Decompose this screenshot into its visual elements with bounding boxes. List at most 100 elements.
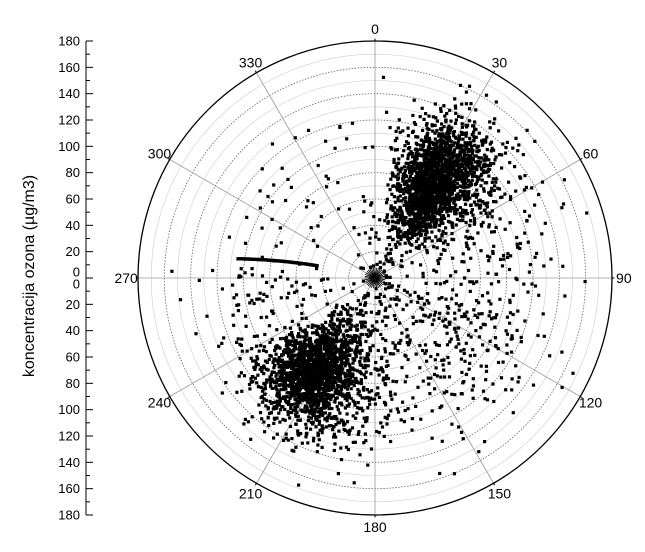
data-point [460, 115, 464, 119]
data-point [300, 441, 304, 445]
data-point [251, 380, 255, 384]
data-point [388, 235, 392, 239]
data-point [321, 339, 325, 343]
data-point [272, 416, 276, 420]
data-point [298, 418, 302, 422]
data-point [341, 383, 345, 387]
data-point [339, 358, 343, 362]
data-point [271, 407, 275, 411]
data-point [363, 146, 367, 150]
data-point [460, 102, 464, 106]
data-point [422, 216, 426, 220]
data-point [370, 227, 374, 231]
data-point [332, 313, 336, 317]
data-point [445, 325, 449, 329]
data-point [454, 158, 458, 162]
data-point [417, 204, 421, 208]
data-point [260, 274, 265, 278]
data-point [338, 125, 342, 129]
data-point [410, 228, 414, 232]
data-point [405, 222, 409, 226]
data-point [410, 130, 415, 134]
data-point [434, 343, 439, 347]
data-point [446, 182, 450, 186]
data-point [481, 140, 486, 144]
radial-axis: 0020204040606080801001001201201401401601… [58, 34, 93, 523]
data-point [396, 195, 400, 199]
data-point [300, 356, 304, 360]
data-point [406, 141, 410, 145]
data-point [293, 402, 297, 406]
data-point [326, 416, 330, 420]
data-point [415, 181, 419, 185]
data-point [279, 369, 283, 373]
data-point [333, 368, 337, 372]
data-point [286, 438, 290, 442]
data-point [326, 329, 330, 333]
data-point [498, 217, 502, 221]
data-point [494, 200, 498, 204]
data-point [464, 134, 468, 138]
data-point [330, 341, 334, 346]
data-point [260, 369, 264, 374]
data-point [429, 181, 433, 185]
data-point [434, 149, 438, 153]
data-point [398, 209, 402, 213]
data-point [470, 152, 475, 156]
data-point [373, 327, 377, 331]
data-point [305, 409, 309, 413]
data-point [354, 355, 358, 359]
data-point [481, 343, 485, 347]
data-point [517, 143, 521, 147]
data-point [402, 182, 406, 186]
data-point [435, 156, 439, 160]
data-point [290, 403, 294, 407]
data-point [448, 194, 452, 198]
data-point [434, 143, 438, 147]
data-point [408, 191, 412, 195]
data-point [459, 357, 463, 361]
data-point [358, 370, 362, 374]
data-point [272, 357, 276, 362]
data-point [439, 107, 443, 111]
data-point [280, 375, 284, 379]
data-point [322, 330, 326, 334]
data-point [402, 420, 406, 424]
data-point [428, 313, 433, 317]
data-point [523, 319, 527, 323]
data-point [319, 359, 323, 363]
data-point [427, 301, 431, 305]
data-point [533, 255, 537, 259]
data-point [325, 373, 329, 377]
data-point [420, 296, 424, 300]
data-point [383, 281, 387, 286]
data-point [296, 380, 300, 384]
data-point [307, 350, 311, 354]
data-point [459, 177, 463, 181]
data-point [484, 140, 488, 144]
data-point [416, 237, 420, 241]
data-point [303, 360, 307, 364]
data-point [430, 198, 434, 202]
data-point [351, 399, 355, 403]
data-point [536, 333, 540, 338]
data-point [301, 375, 305, 379]
data-point [390, 284, 394, 288]
data-point [364, 376, 368, 380]
data-point [431, 129, 435, 133]
data-point [350, 341, 354, 345]
data-point [417, 296, 421, 300]
data-point [394, 245, 398, 249]
data-point [475, 188, 479, 192]
data-point [522, 188, 527, 192]
data-point [270, 285, 274, 289]
data-point [412, 229, 416, 233]
data-point [415, 202, 419, 206]
data-point [340, 403, 344, 407]
data-point [279, 408, 283, 412]
data-point [371, 264, 376, 268]
data-point [385, 247, 389, 251]
data-point [244, 257, 248, 261]
data-point [393, 392, 397, 396]
data-point [447, 131, 451, 135]
